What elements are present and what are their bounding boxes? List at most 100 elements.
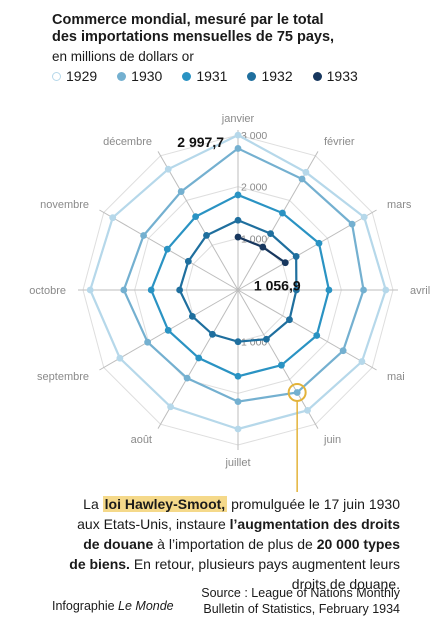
month-label-9: octobre [29,285,66,297]
point-1929-mai [358,358,366,365]
point-1929-avril [382,286,390,294]
credit-name: Le Monde [118,599,174,613]
point-1931-septembre [164,326,172,334]
month-label-11: décembre [103,136,152,148]
legend-dot-1932 [247,71,257,81]
point-1929-février [302,168,310,176]
point-1929-janvier [234,131,242,139]
point-1931-novembre [163,245,171,253]
point-1931-décembre [192,213,200,221]
credit: Infographie Le Monde [52,599,174,613]
point-1930-décembre [177,188,185,195]
point-1932-avril [292,286,300,294]
point-1933-janvier [234,233,242,241]
point-1932-mai [286,316,293,324]
point-1932-août [209,330,216,338]
radial-tick-up-0: 1 000 [241,233,267,245]
annotation-text-3: à l’importation de plus de [153,536,317,552]
annotation-bold-2: 20 000 types de biens. [69,536,400,572]
point-1930-août [183,374,191,382]
point-1932-juin [263,335,270,343]
point-1929-septembre [116,354,124,362]
point-1931-août [195,354,203,362]
point-1929-août [167,403,174,411]
legend-label-1930: 1930 [131,68,163,84]
point-1932-novembre [184,257,192,265]
point-1933-mars [281,259,289,267]
legend-item-1929: 1929 [52,68,97,84]
law-annotation: La loi Hawley-Smoot, promulguée le 17 ju… [66,494,400,594]
spoke-4 [237,289,377,371]
point-1932-mars [292,253,300,260]
legend: 1929 1930 1931 1932 1933 [52,68,358,84]
month-label-0: janvier [221,113,255,125]
legend-item-1931: 1931 [182,68,227,84]
point-1930-avril [360,286,367,294]
legend-item-1930: 1930 [117,68,162,84]
month-label-1: février [324,136,355,148]
legend-dot-1931 [182,71,192,81]
point-1930-octobre [120,286,128,294]
point-1930-janvier [234,145,242,152]
chart-title: Commerce mondial, mesuré par le total de… [52,12,334,46]
point-1929-juillet [234,425,242,433]
point-1932-juillet [234,338,242,346]
point-1930-novembre [140,232,147,239]
min-value-label: 1 056,9 [254,278,301,294]
annotation-text-4: En retour, plusieurs pays augmentent leu… [129,556,400,592]
title-line-2-bold: des importations mensuelles de 75 pays [52,29,331,45]
legend-dot-1929 [52,71,61,81]
credit-prefix: Infographie [52,599,119,613]
legend-item-1932: 1932 [247,68,293,84]
spoke-11 [157,151,239,291]
point-1930-février [298,175,306,183]
title-line-2: des importations mensuelles de 75 pays, [52,29,334,46]
legend-label-1931: 1931 [196,68,228,84]
point-1933-février [259,243,267,251]
legend-label-1932: 1932 [261,68,293,84]
annotation-text-1: La [83,496,103,512]
annotation-bold-1: l’augmentation des droits de douane [83,516,400,552]
point-1930-mai [339,347,347,355]
point-1932-septembre [188,312,196,320]
legend-label-1929: 1929 [66,68,98,84]
month-label-7: août [131,434,152,446]
point-1931-mai [313,332,321,339]
legend-dot-1933 [312,71,322,81]
source-line-2: Bulletin of Statistics, February 1934 [203,602,400,616]
month-label-2: mars [387,199,412,211]
point-1929-décembre [164,165,172,173]
title-line-2-tail: , [330,29,335,45]
point-1931-février [279,209,286,217]
point-1930-juin [293,389,301,396]
chart-subtitle: en millions de dollars or [52,49,194,64]
point-1930-juillet [234,398,242,405]
legend-label-1933: 1933 [326,68,358,84]
point-1931-mars [315,239,323,247]
max-value-label: 2 997,7 [177,134,224,150]
point-1932-janvier [234,216,242,224]
legend-item-1933: 1933 [312,68,358,84]
source-line-1: Source : League of Nations Monthly [201,586,400,600]
point-1931-avril [325,286,333,294]
point-1932-décembre [203,232,210,239]
point-1929-octobre [86,286,94,294]
radial-tick-up-2: 3 000 [241,130,267,142]
radial-tick-up-1: 2 000 [241,182,267,194]
month-label-8: septembre [37,371,89,383]
annotation-text-2: promulguée le 17 juin 1930 aux Etats-Uni… [77,496,400,532]
point-1932-février [267,230,274,238]
source: Source : League of Nations Monthly Bulle… [201,585,400,617]
point-1930-septembre [144,338,152,346]
point-1931-janvier [234,191,242,199]
spoke-5 [237,289,319,429]
point-1929-mars [360,213,368,221]
point-1931-juin [278,361,285,369]
month-label-5: juin [323,434,341,446]
title-line-1: Commerce mondial, mesuré par le total [52,12,324,28]
month-label-6: juillet [224,457,250,469]
month-label-10: novembre [40,199,89,211]
point-1930-mars [348,220,356,228]
highlight-circle [287,382,307,402]
month-label-4: mai [387,371,405,383]
